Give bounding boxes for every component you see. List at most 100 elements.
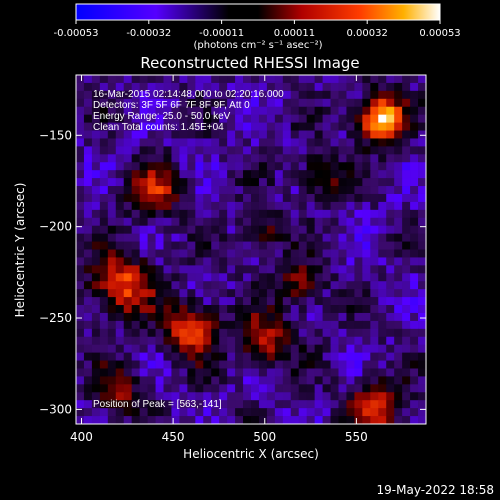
heatmap-cell — [410, 265, 419, 274]
heatmap-cell — [394, 98, 403, 108]
heatmap-cell — [314, 178, 323, 187]
heatmap-cell — [298, 162, 308, 171]
heatmap-cell — [99, 376, 109, 385]
heatmap-cell — [203, 106, 212, 116]
heatmap-cell — [346, 106, 355, 116]
heatmap-cell — [410, 297, 419, 306]
heatmap-cell — [147, 138, 156, 147]
heatmap-cell — [370, 201, 379, 211]
heatmap-cell — [410, 98, 419, 108]
heatmap-cell — [362, 368, 371, 377]
heatmap-cell — [410, 416, 419, 425]
heatmap-cell — [107, 241, 117, 250]
heatmap-cell — [330, 82, 339, 92]
heatmap-cell — [258, 352, 268, 361]
heatmap-cell — [354, 312, 363, 322]
heatmap-cell — [330, 193, 339, 203]
heatmap-cell — [338, 186, 347, 195]
heatmap-cell — [203, 178, 212, 187]
heatmap-cell — [187, 217, 196, 227]
heatmap-cell — [282, 328, 292, 338]
heatmap-cell — [322, 201, 331, 211]
heatmap-cell — [418, 320, 427, 330]
heatmap-cell — [243, 360, 252, 369]
heatmap-cell — [418, 154, 427, 163]
heatmap-cell — [91, 249, 101, 258]
heatmap-cell — [298, 233, 308, 242]
heatmap-cell — [266, 344, 276, 354]
heatmap-cell — [171, 154, 180, 163]
heatmap-cell — [131, 98, 141, 108]
heatmap-cell — [258, 217, 268, 227]
heatmap-cell — [155, 408, 164, 417]
heatmap-cell — [402, 416, 411, 425]
heatmap-cell — [76, 178, 85, 187]
heatmap-cell — [386, 249, 395, 258]
heatmap-cell — [402, 186, 411, 195]
heatmap-cell — [298, 138, 308, 147]
heatmap-cell — [195, 186, 204, 195]
heatmap-cell — [123, 241, 133, 250]
heatmap-cell — [243, 98, 252, 108]
heatmap-cell — [155, 344, 164, 354]
heatmap-cell — [115, 209, 125, 219]
heatmap-cell — [394, 201, 403, 211]
heatmap-cell — [282, 241, 292, 250]
annotation-detectors: Detectors: 3F 5F 6F 7F 8F 9F, Att 0 — [93, 100, 250, 111]
heatmap-cell — [235, 193, 244, 203]
heatmap-cell — [99, 209, 109, 219]
heatmap-cell — [76, 225, 85, 235]
heatmap-cell — [274, 201, 284, 211]
y-tick-label: −300 — [39, 402, 72, 416]
heatmap-cell — [282, 193, 292, 203]
heatmap-cell — [338, 376, 347, 385]
heatmap-cell — [219, 82, 228, 92]
heatmap-cell — [139, 336, 148, 346]
heatmap-cell — [346, 416, 355, 425]
heatmap-cell — [179, 217, 188, 227]
heatmap-cell — [83, 201, 93, 211]
heatmap-cell — [243, 146, 252, 155]
heatmap-cell — [163, 368, 172, 377]
heatmap-cell — [131, 138, 141, 147]
heatmap-cell — [195, 281, 204, 290]
heatmap-cell — [227, 114, 236, 123]
heatmap-cell — [282, 106, 292, 116]
heatmap-cell — [99, 154, 109, 163]
heatmap-cell — [203, 75, 212, 84]
heatmap-cell — [322, 233, 331, 242]
heatmap-cell — [163, 249, 172, 258]
heatmap-cell — [298, 305, 308, 314]
heatmap-cell — [147, 162, 156, 171]
heatmap-cell — [131, 392, 141, 401]
heatmap-cell — [227, 178, 236, 187]
heatmap-cell — [410, 400, 419, 409]
heatmap-cell — [171, 209, 180, 219]
heatmap-cell — [115, 217, 125, 227]
heatmap-cell — [187, 416, 196, 425]
heatmap-cell — [147, 320, 156, 330]
heatmap-cell — [99, 352, 109, 361]
heatmap-cell — [147, 297, 156, 306]
heatmap-cell — [354, 186, 363, 195]
heatmap-cell — [83, 249, 93, 258]
heatmap-cell — [306, 297, 316, 306]
heatmap-cell — [330, 106, 339, 116]
heatmap-cell — [314, 193, 323, 203]
heatmap-cell — [179, 178, 188, 187]
heatmap-cell — [274, 249, 284, 258]
heatmap-cell — [266, 201, 276, 211]
heatmap-cell — [107, 90, 117, 100]
heatmap-cell — [235, 328, 244, 338]
heatmap-cell — [410, 130, 419, 139]
heatmap-cell — [330, 336, 339, 346]
heatmap-cell — [99, 305, 109, 314]
heatmap-cell — [219, 98, 228, 108]
heatmap-cell — [91, 146, 101, 155]
heatmap-cell — [115, 376, 125, 385]
heatmap-cell — [131, 193, 141, 203]
heatmap-cell — [266, 392, 276, 401]
heatmap-cell — [266, 320, 276, 330]
heatmap-cell — [99, 368, 109, 377]
heatmap-cell — [131, 122, 141, 131]
